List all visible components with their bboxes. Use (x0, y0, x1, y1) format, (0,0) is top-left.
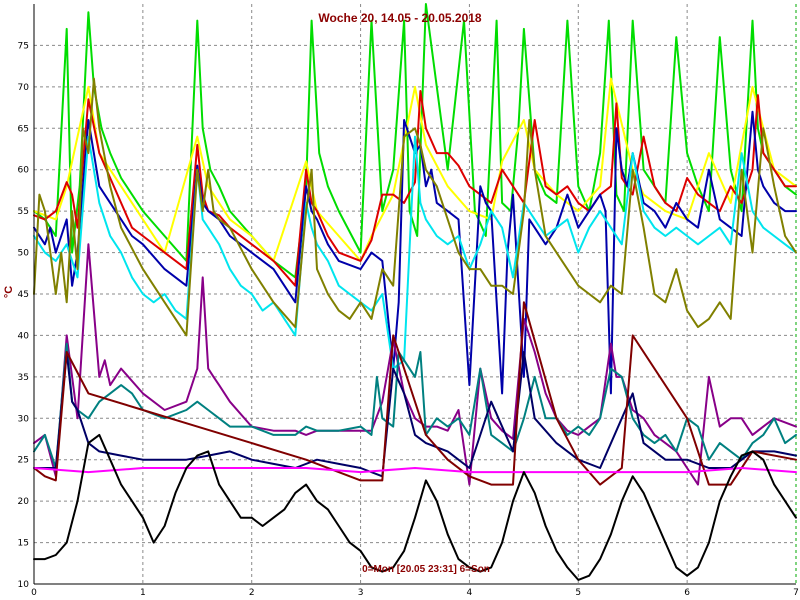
y-tick-label: 10 (18, 580, 30, 590)
x-tick-label: 1 (140, 588, 146, 598)
y-tick-label: 65 (18, 124, 29, 134)
series-line-9 (33, 301, 797, 486)
series-line-5 (33, 77, 797, 337)
y-tick-label: 20 (18, 497, 30, 507)
series-line-11 (33, 433, 797, 581)
series-line-0 (33, 3, 797, 279)
y-tick-label: 35 (18, 373, 29, 383)
y-tick-label: 50 (18, 249, 30, 259)
series-line-8 (33, 351, 797, 478)
series-line-3 (33, 110, 797, 395)
y-tick-label: 25 (18, 456, 29, 466)
y-tick-label: 70 (18, 83, 30, 93)
y-tick-label: 30 (18, 414, 30, 424)
y-tick-label: 15 (18, 539, 29, 549)
chart-title: Woche 20, 14.05 - 20.05.2018 (318, 11, 482, 25)
series-line-10 (33, 467, 797, 474)
y-tick-label: 45 (18, 290, 29, 300)
y-tick-label: 60 (18, 166, 30, 176)
x-tick-label: 4 (467, 588, 473, 598)
x-tick-label: 6 (684, 588, 690, 598)
axes (33, 4, 796, 585)
x-tick-label: 2 (249, 588, 255, 598)
x-tick-label: 3 (358, 588, 364, 598)
y-tick-label: 75 (18, 41, 29, 51)
y-tick-label: 55 (18, 207, 29, 217)
y-tick-label: 40 (18, 331, 30, 341)
series-line-2 (33, 90, 797, 287)
x-tick-label: 7 (793, 588, 799, 598)
series-line-1 (33, 77, 797, 262)
x-axis-label: 0=Mon [20.05 23:31] 6=Son (362, 564, 490, 575)
x-tick-label: 5 (575, 588, 581, 598)
x-tick-label: 0 (31, 588, 37, 598)
series-group (33, 3, 797, 581)
y-axis-label: °C (3, 286, 15, 298)
